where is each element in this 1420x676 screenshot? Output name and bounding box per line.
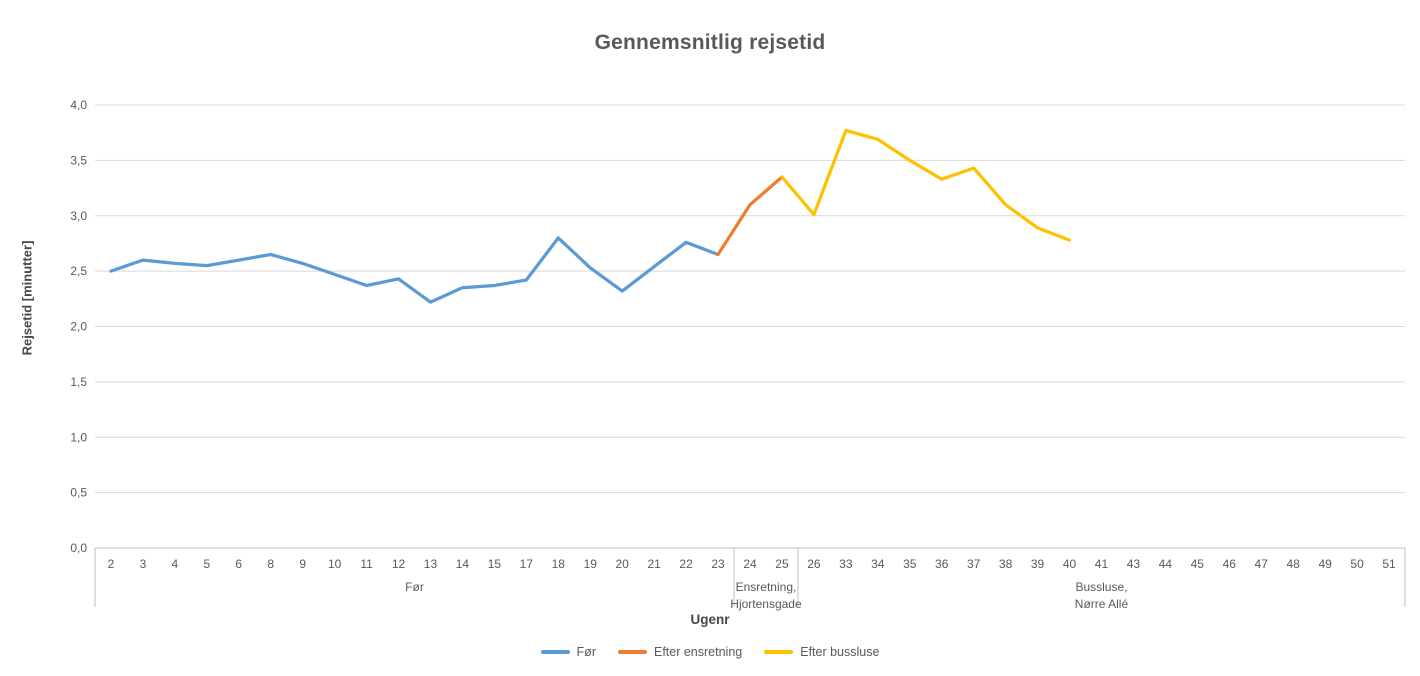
x-tick-label: 6 bbox=[235, 557, 242, 571]
x-tick-label: 39 bbox=[1031, 557, 1045, 571]
x-tick-label: 49 bbox=[1318, 557, 1332, 571]
x-tick-label: 24 bbox=[743, 557, 757, 571]
chart-title: Gennemsnitlig rejsetid bbox=[594, 31, 826, 54]
x-tick-label: 11 bbox=[360, 557, 373, 571]
x-tick-label: 9 bbox=[299, 557, 306, 571]
x-tick-label: 14 bbox=[456, 557, 470, 571]
legend-label: Før bbox=[576, 645, 596, 659]
legend-line-swatch-yellow bbox=[764, 650, 794, 654]
legend-line-swatch-orange bbox=[617, 650, 647, 654]
x-tick-label: 34 bbox=[871, 557, 885, 571]
y-tick-label: 1,0 bbox=[70, 430, 87, 444]
y-tick-label: 1,5 bbox=[70, 375, 87, 389]
x-tick-label: 36 bbox=[935, 557, 949, 571]
axis-group-label: Ensretning, Hjortensgade bbox=[730, 580, 802, 611]
series-line-efter-ensretning bbox=[716, 175, 784, 257]
y-tick-label: 2,5 bbox=[70, 264, 87, 278]
x-tick-label: 50 bbox=[1350, 557, 1364, 571]
x-tick-label: 25 bbox=[775, 557, 789, 571]
axis-group-label: Bussluse, Nørre Allé bbox=[1074, 580, 1129, 611]
series-line-efter-bussluse bbox=[780, 128, 1072, 242]
series-line-f-r bbox=[109, 236, 720, 304]
x-tick-label: 10 bbox=[328, 557, 342, 571]
chart-legend: Før Efter ensretning Efter bussluse bbox=[0, 645, 1420, 659]
x-tick-label: 26 bbox=[807, 557, 821, 571]
x-tick-label: 46 bbox=[1223, 557, 1237, 571]
y-tick-label: 3,5 bbox=[70, 153, 87, 167]
y-tick-label: 0,0 bbox=[70, 541, 87, 555]
x-tick-label: 35 bbox=[903, 557, 917, 571]
x-tick-label: 13 bbox=[424, 557, 438, 571]
y-tick-label: 0,5 bbox=[70, 486, 87, 500]
x-tick-label: 43 bbox=[1127, 557, 1141, 571]
y-tick-label: 4,0 bbox=[70, 98, 87, 112]
x-tick-label: 37 bbox=[967, 557, 981, 571]
legend-item-for: Før bbox=[540, 645, 596, 659]
legend-label: Efter ensretning bbox=[653, 645, 743, 659]
x-tick-label: 3 bbox=[140, 557, 147, 571]
x-tick-label: 41 bbox=[1095, 557, 1109, 571]
y-tick-label: 2,0 bbox=[70, 320, 87, 334]
x-tick-label: 33 bbox=[839, 557, 853, 571]
x-tick-label: 17 bbox=[520, 557, 534, 571]
x-tick-label: 21 bbox=[647, 557, 661, 571]
x-tick-label: 48 bbox=[1286, 557, 1300, 571]
x-tick-label: 22 bbox=[679, 557, 693, 571]
x-tick-label: 2 bbox=[108, 557, 115, 571]
legend-label: Efter bussluse bbox=[800, 645, 880, 659]
x-tick-label: 18 bbox=[552, 557, 566, 571]
legend-line-swatch-blue bbox=[540, 650, 570, 654]
x-tick-label: 15 bbox=[488, 557, 502, 571]
x-tick-label: 19 bbox=[584, 557, 598, 571]
x-tick-label: 47 bbox=[1255, 557, 1269, 571]
legend-item-efter-bussluse: Efter bussluse bbox=[764, 645, 879, 659]
x-axis-title: Ugenr bbox=[690, 612, 730, 627]
x-tick-label: 12 bbox=[392, 557, 406, 571]
x-tick-label: 5 bbox=[203, 557, 210, 571]
x-tick-label: 20 bbox=[616, 557, 630, 571]
x-tick-label: 45 bbox=[1191, 557, 1205, 571]
x-tick-label: 51 bbox=[1382, 557, 1396, 571]
x-tick-label: 40 bbox=[1063, 557, 1077, 571]
x-tick-label: 23 bbox=[711, 557, 725, 571]
axis-group-label: Før bbox=[405, 580, 424, 594]
legend-item-efter-ensretning: Efter ensretning bbox=[617, 645, 743, 659]
y-tick-label: 3,0 bbox=[70, 209, 87, 223]
x-tick-label: 38 bbox=[999, 557, 1013, 571]
x-tick-label: 44 bbox=[1159, 557, 1173, 571]
x-tick-label: 8 bbox=[267, 557, 274, 571]
x-tick-label: 4 bbox=[172, 557, 179, 571]
